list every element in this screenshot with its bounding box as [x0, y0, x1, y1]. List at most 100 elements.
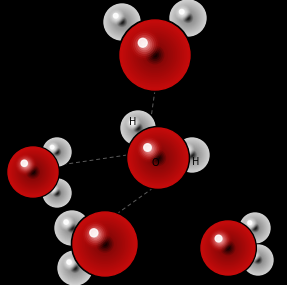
Circle shape: [111, 11, 122, 22]
Circle shape: [49, 184, 57, 193]
Circle shape: [170, 0, 206, 36]
Circle shape: [146, 146, 152, 152]
Circle shape: [150, 150, 166, 166]
Circle shape: [66, 259, 84, 277]
Circle shape: [141, 141, 174, 174]
Circle shape: [47, 183, 59, 195]
Circle shape: [183, 146, 201, 164]
Circle shape: [205, 225, 251, 271]
Circle shape: [139, 39, 171, 71]
Circle shape: [59, 215, 85, 241]
Circle shape: [137, 127, 139, 129]
Circle shape: [89, 228, 102, 241]
Circle shape: [209, 229, 231, 251]
Circle shape: [123, 113, 152, 142]
Circle shape: [177, 7, 199, 29]
Circle shape: [143, 143, 155, 155]
Circle shape: [128, 118, 148, 138]
Circle shape: [111, 11, 133, 33]
Circle shape: [200, 220, 256, 276]
Circle shape: [131, 121, 145, 135]
Circle shape: [22, 160, 30, 168]
Circle shape: [91, 230, 119, 258]
Circle shape: [125, 115, 151, 141]
Circle shape: [46, 182, 68, 204]
Circle shape: [88, 226, 123, 262]
Circle shape: [250, 223, 251, 224]
Circle shape: [174, 5, 201, 32]
Circle shape: [176, 139, 208, 171]
Circle shape: [66, 259, 73, 266]
Circle shape: [94, 233, 97, 236]
Circle shape: [202, 222, 254, 274]
Circle shape: [179, 9, 186, 16]
Circle shape: [20, 160, 46, 184]
Circle shape: [253, 255, 254, 256]
Circle shape: [60, 216, 84, 240]
Circle shape: [141, 41, 169, 69]
Circle shape: [49, 143, 57, 152]
Circle shape: [213, 233, 243, 263]
Circle shape: [55, 150, 59, 154]
Circle shape: [175, 5, 201, 30]
Circle shape: [183, 145, 191, 154]
Circle shape: [247, 221, 263, 235]
Circle shape: [178, 141, 206, 170]
Circle shape: [180, 143, 194, 157]
Circle shape: [150, 50, 160, 60]
Circle shape: [153, 53, 157, 57]
Circle shape: [56, 192, 58, 194]
Circle shape: [190, 153, 194, 157]
Circle shape: [246, 219, 255, 228]
Circle shape: [110, 10, 134, 34]
Circle shape: [68, 261, 82, 275]
Circle shape: [73, 266, 77, 270]
Circle shape: [220, 240, 236, 256]
Circle shape: [83, 222, 127, 266]
Circle shape: [172, 2, 204, 34]
Circle shape: [57, 213, 87, 243]
Circle shape: [248, 221, 253, 226]
Circle shape: [253, 227, 257, 229]
Circle shape: [53, 190, 61, 196]
Circle shape: [136, 126, 140, 130]
Circle shape: [134, 34, 176, 76]
Circle shape: [18, 157, 33, 172]
Circle shape: [100, 239, 110, 249]
Circle shape: [112, 12, 121, 21]
Circle shape: [248, 221, 262, 235]
Circle shape: [56, 212, 88, 244]
Circle shape: [179, 141, 205, 169]
Circle shape: [13, 152, 53, 192]
Circle shape: [247, 249, 260, 262]
Circle shape: [9, 148, 57, 196]
Circle shape: [245, 218, 265, 238]
Circle shape: [66, 222, 68, 224]
Circle shape: [179, 9, 197, 27]
Circle shape: [63, 256, 77, 270]
Circle shape: [144, 144, 154, 154]
Circle shape: [169, 0, 207, 37]
Circle shape: [241, 214, 269, 242]
Circle shape: [149, 149, 167, 167]
Circle shape: [250, 252, 257, 259]
Circle shape: [154, 154, 162, 162]
Circle shape: [185, 15, 191, 21]
Circle shape: [56, 150, 58, 153]
Text: H: H: [129, 117, 137, 127]
Circle shape: [245, 247, 272, 274]
Circle shape: [132, 122, 144, 134]
Circle shape: [116, 16, 128, 28]
Circle shape: [245, 247, 271, 273]
Circle shape: [182, 144, 192, 155]
Circle shape: [187, 17, 189, 19]
Circle shape: [183, 13, 193, 23]
Circle shape: [52, 147, 62, 157]
Circle shape: [183, 146, 201, 164]
Circle shape: [67, 260, 84, 276]
Circle shape: [132, 122, 134, 124]
Circle shape: [248, 221, 252, 225]
Circle shape: [23, 162, 43, 182]
Circle shape: [70, 263, 80, 273]
Circle shape: [56, 151, 58, 153]
